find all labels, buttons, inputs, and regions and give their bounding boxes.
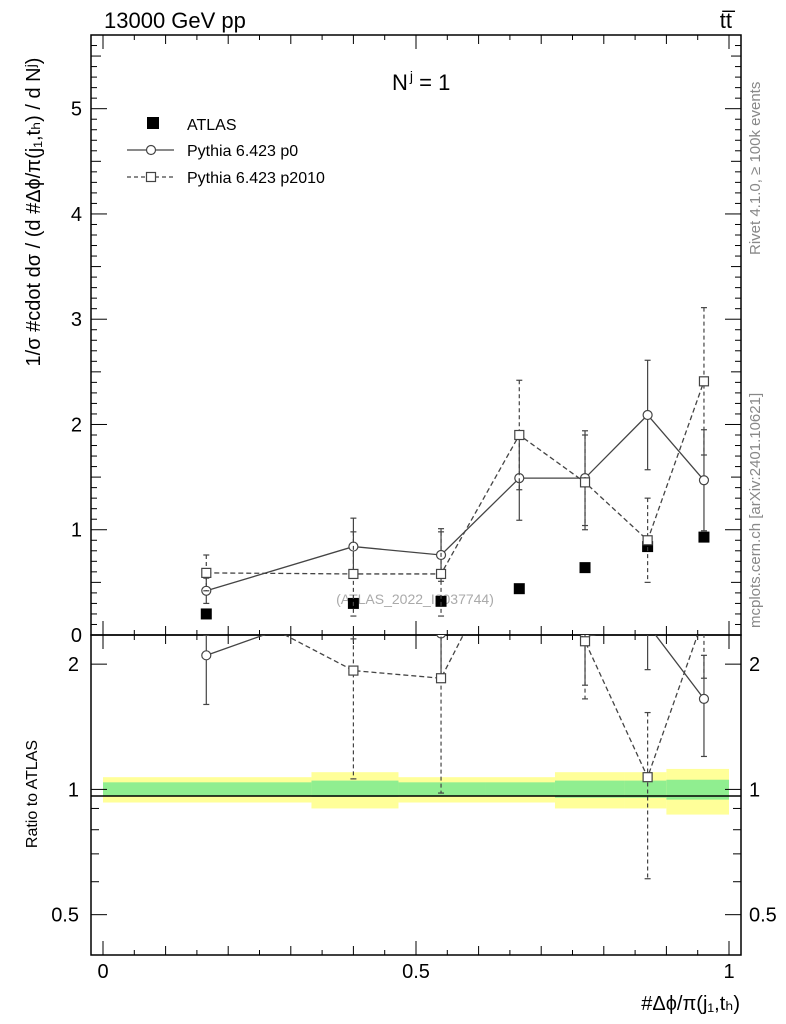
process-label: tt̅	[720, 8, 736, 33]
atlas-point-6	[698, 531, 710, 543]
p2010-main-marker-5	[642, 535, 653, 546]
x-tick-label-1: 0.5	[402, 961, 430, 983]
p2010-ratio-line	[283, 635, 699, 779]
p2010-main-line	[206, 381, 705, 575]
x-tick-label-2: 1	[723, 961, 734, 983]
p0-ratio-marker-0	[201, 650, 212, 661]
energy-label: 13000 GeV pp	[104, 8, 246, 33]
p2010-ratio-marker-3	[515, 521, 524, 530]
band-inner-5	[624, 780, 667, 798]
ratio-y-axis-label: Ratio to ATLAS	[24, 740, 41, 848]
band-inner-3	[485, 782, 555, 796]
legend-label-p2010: Pythia 6.423 p2010	[187, 170, 325, 187]
p2010-ratio-marker-6	[699, 612, 708, 621]
band-inner-4	[554, 780, 625, 798]
ratio-y-tick-label-right-0: 0.5	[749, 905, 777, 927]
legend-marker-atlas	[147, 117, 159, 129]
p2010-ratio-marker-5	[642, 772, 653, 783]
main-series-layer	[200, 307, 710, 620]
x-axis-ticks: 0 0.5 1	[97, 35, 735, 983]
band-inner-0	[103, 782, 312, 796]
atlas-point-0	[200, 608, 212, 620]
mcplots-reference-label: mcplots.cern.ch [arXiv:2401.10621]	[747, 393, 764, 628]
atlas-point-2	[435, 595, 447, 607]
p0-main-line	[206, 414, 705, 592]
p0-ratio-marker-5	[643, 620, 652, 629]
atlas-point-4	[579, 562, 591, 574]
atlas-point-3	[513, 583, 525, 595]
legend-label-p0: Pythia 6.423 p0	[187, 143, 298, 160]
main-y-tick-label-5: 5	[71, 99, 82, 121]
ratio-y-tick-label-right-1: 1	[749, 779, 760, 801]
main-y-tick-label-4: 4	[71, 204, 82, 226]
atlas-point-5	[642, 541, 654, 553]
legend-label-atlas: ATLAS	[187, 117, 237, 134]
p2010-main-marker-4	[579, 477, 591, 488]
p0-ratio-line	[206, 635, 705, 700]
ratio-y-tick-label-left-1: 1	[68, 779, 79, 801]
ratio-y-axis-ticks: 0.5 0.5 1 1 2 2	[51, 654, 777, 927]
rivet-version-label: Rivet 4.1.0, ≥ 100k events	[747, 82, 764, 255]
legend: ATLAS Pythia 6.423 p0 Pythia 6.423 p2010	[127, 117, 325, 187]
p2010-main-marker-3	[514, 429, 525, 441]
x-tick-label-0: 0	[97, 961, 108, 983]
p0-ratio-marker-6	[698, 693, 710, 705]
ratio-y-tick-label-right-2: 2	[749, 654, 760, 676]
p2010-main-marker-1	[348, 568, 359, 580]
p2010-ratio-marker-1	[348, 665, 359, 676]
p0-ratio-marker-3	[515, 564, 524, 573]
ratio-y-tick-label-left-2: 2	[68, 654, 79, 676]
p2010-main-marker-0	[201, 567, 212, 578]
p2010-ratio-marker-2	[435, 673, 447, 684]
band-inner-6	[666, 779, 729, 800]
band-inner-2	[398, 782, 486, 796]
ratio-series-layer	[201, 521, 710, 880]
band-inner-1	[311, 780, 399, 797]
legend-marker-p2010	[145, 171, 157, 183]
p2010-main-marker-6	[698, 376, 710, 387]
x-axis-label: #Δϕ/π(j₁,tₕ)	[641, 993, 740, 1015]
main-y-axis-ticks: 0 1 2 3 4 5	[71, 34, 741, 647]
p2010-ratio-marker-4	[579, 636, 591, 647]
ratio-uncertainty-bands	[103, 768, 729, 815]
analysis-watermark: (ATLAS_2022_I2037744)	[336, 591, 494, 607]
main-y-tick-label-1: 1	[71, 520, 82, 542]
p0-main-marker-5	[642, 409, 653, 421]
main-y-tick-label-2: 2	[71, 414, 82, 436]
main-y-axis-label: 1/σ #cdot dσ / (d #Δϕ/π(j₁,tₕ) / d Nʲ)	[23, 58, 45, 367]
legend-marker-p0	[145, 144, 157, 156]
main-y-tick-label-3: 3	[71, 309, 82, 331]
p0-main-marker-6	[698, 475, 710, 486]
main-y-tick-label-0: 0	[71, 625, 82, 647]
ratio-y-tick-label-left-0: 0.5	[51, 905, 79, 927]
p2010-main-marker-2	[435, 568, 447, 580]
